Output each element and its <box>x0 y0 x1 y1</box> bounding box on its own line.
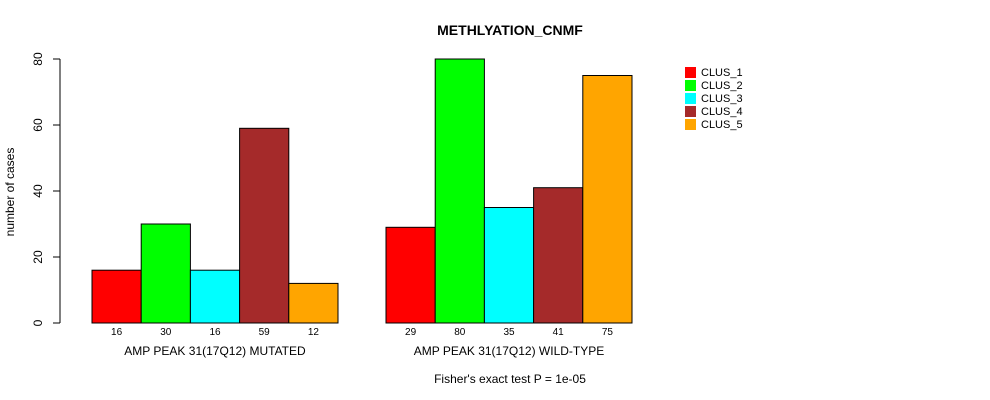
bar-count-label: 29 <box>405 327 417 338</box>
bar-clus-1-group-2 <box>385 226 436 324</box>
bar-count-label: 16 <box>209 327 221 338</box>
group-label-2: AMP PEAK 31(17Q12) WILD-TYPE <box>414 344 605 358</box>
legend-label: CLUS_4 <box>701 106 743 118</box>
bar-count-label: 35 <box>503 327 515 338</box>
y-tick-label: 80 <box>31 52 45 66</box>
chart-title: METHLYATION_CNMF <box>437 22 583 38</box>
bar-count-label: 30 <box>160 327 172 338</box>
bar-clus-2-group-2 <box>434 58 485 324</box>
y-axis-label: number of cases <box>3 148 17 237</box>
group-labels: AMP PEAK 31(17Q12) MUTATED AMP PEAK 31(17… <box>124 344 604 358</box>
bar-clus-3-group-2 <box>483 207 535 324</box>
fisher-test-annotation: Fisher's exact test P = 1e-05 <box>434 372 586 386</box>
bar-count-label: 75 <box>602 327 614 338</box>
legend-label: CLUS_3 <box>701 93 743 105</box>
bar-count-label: 16 <box>111 327 123 338</box>
y-tick-label: 20 <box>31 250 45 264</box>
legend-swatch <box>685 93 696 104</box>
bar-clus-5-group-1 <box>288 282 339 324</box>
legend-label: CLUS_1 <box>701 67 743 79</box>
legend-swatch <box>685 67 696 78</box>
bar-clus-1-group-1 <box>91 269 142 324</box>
y-axis: 0 20 40 60 80 <box>31 52 61 326</box>
bar-count-label: 41 <box>553 327 565 338</box>
y-tick-label: 0 <box>31 319 45 326</box>
y-tick-label: 40 <box>31 184 45 198</box>
bar-clus-2-group-1 <box>140 223 191 324</box>
legend-swatch <box>685 119 696 130</box>
legend-label: CLUS_5 <box>701 119 743 131</box>
legend-swatch <box>685 80 696 91</box>
bar-clus-5-group-2 <box>582 75 633 324</box>
bar-count-label: 12 <box>308 327 320 338</box>
bar-count-label: 59 <box>259 327 271 338</box>
legend-swatch <box>685 106 696 117</box>
bar-clus-4-group-2 <box>533 187 584 324</box>
group-label-1: AMP PEAK 31(17Q12) MUTATED <box>124 344 306 358</box>
y-tick-label: 60 <box>31 118 45 132</box>
bar-count-label: 80 <box>454 327 466 338</box>
bar-clus-3-group-1 <box>189 269 241 324</box>
legend-label: CLUS_2 <box>701 80 743 92</box>
count-labels: 16 30 16 59 12 29 80 35 41 75 <box>111 327 613 338</box>
bars <box>91 58 633 324</box>
bar-clus-4-group-1 <box>239 127 290 324</box>
